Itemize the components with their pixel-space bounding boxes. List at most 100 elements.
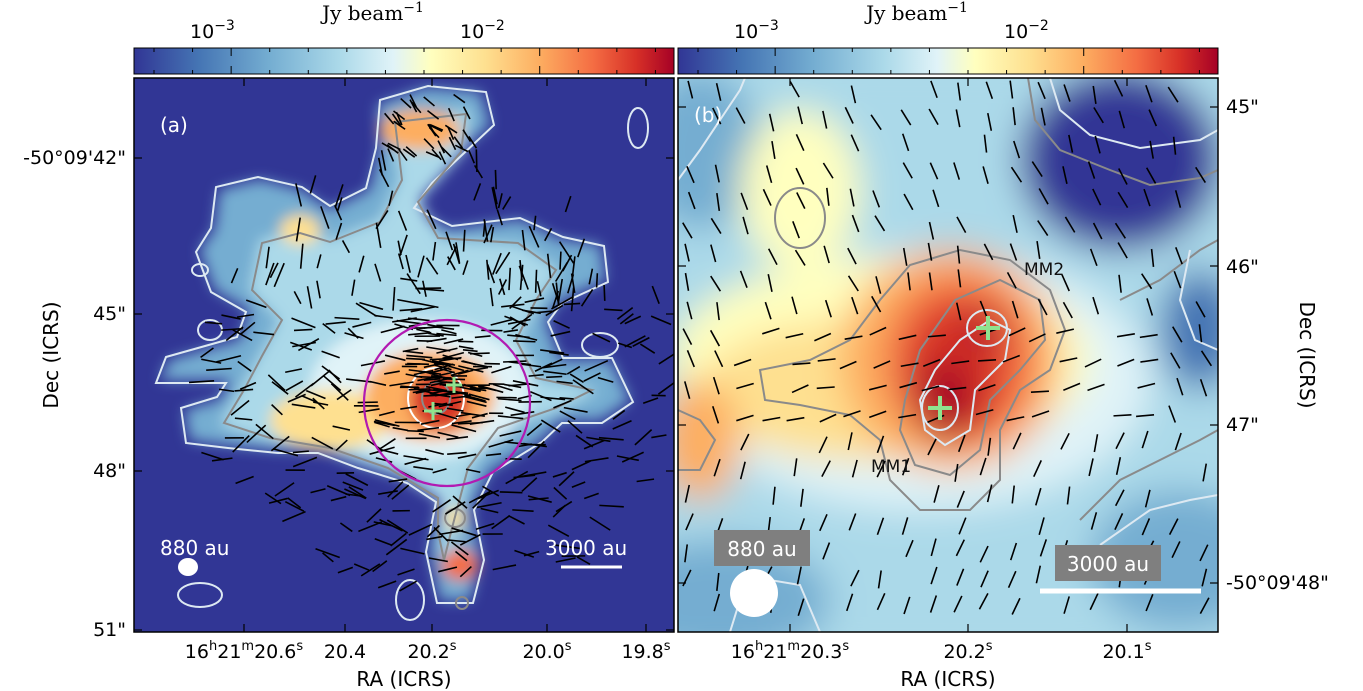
panel-b-xtick-1: 16h21m20.3s xyxy=(731,639,850,663)
polarization-vector xyxy=(201,451,224,461)
polarization-vector xyxy=(580,288,594,307)
polarization-vector xyxy=(420,419,440,425)
polarization-vector xyxy=(508,514,525,525)
polarization-vector xyxy=(390,532,407,547)
polarization-vector xyxy=(380,150,387,171)
polarization-vector xyxy=(873,360,891,369)
polarization-vector xyxy=(740,433,750,451)
polarization-vector xyxy=(301,395,317,403)
polarization-vector xyxy=(569,373,584,383)
polarization-vector xyxy=(1139,333,1158,339)
polarization-vector xyxy=(1195,166,1207,183)
polarization-vector xyxy=(851,296,859,315)
polarization-vector xyxy=(553,486,568,500)
polarization-vector xyxy=(384,370,400,375)
polarization-vector xyxy=(274,482,295,497)
polarization-vector xyxy=(388,190,394,207)
polarization-vector xyxy=(433,526,449,542)
polarization-vector xyxy=(328,369,342,384)
polarization-vector xyxy=(398,148,408,162)
polarization-vector xyxy=(1144,489,1151,508)
polarization-vector xyxy=(458,365,484,373)
polarization-vector xyxy=(771,140,776,160)
polarization-vector xyxy=(822,162,834,179)
polarization-vector xyxy=(405,146,418,157)
polarization-vector xyxy=(330,495,347,502)
polarization-vector xyxy=(576,556,591,565)
polarization-vector xyxy=(1063,596,1070,614)
polarization-vector xyxy=(440,146,452,158)
polarization-vector xyxy=(437,140,446,154)
polarization-vector xyxy=(428,557,448,563)
polarization-vector xyxy=(739,461,746,480)
polarization-vector xyxy=(476,501,502,509)
polarization-vector xyxy=(204,321,223,325)
polarization-vector xyxy=(232,329,253,342)
polarization-vector xyxy=(490,318,513,326)
polarization-vector xyxy=(844,106,854,124)
polarization-vector xyxy=(265,246,270,269)
polarization-vector xyxy=(400,547,425,555)
polarization-vector xyxy=(413,466,434,471)
polarization-vector xyxy=(459,386,481,393)
polarization-vector xyxy=(632,336,650,348)
polarization-vector xyxy=(332,425,351,431)
polarization-vector xyxy=(557,278,564,303)
polarization-vector xyxy=(956,216,967,234)
polarization-vector xyxy=(789,81,800,98)
polarization-vector xyxy=(316,280,321,299)
polarization-vector xyxy=(711,406,720,424)
panel-a: (a) 880 au 3000 au -50°09'42" 45" 48" 51… xyxy=(23,77,675,691)
polarization-vector xyxy=(453,136,464,149)
polarization-vector xyxy=(558,241,575,264)
polarization-vector xyxy=(871,295,882,313)
polarization-vector xyxy=(272,448,299,457)
polarization-vector xyxy=(435,411,458,420)
polarization-vector xyxy=(393,120,406,130)
polarization-vector xyxy=(489,287,494,307)
polarization-vector xyxy=(255,423,274,440)
polarization-vector xyxy=(533,215,537,231)
polarization-vector xyxy=(616,455,639,462)
polarization-vector xyxy=(523,550,540,557)
polarization-vector xyxy=(485,453,502,457)
polarization-vector xyxy=(1006,272,1017,289)
polarization-vector xyxy=(336,389,352,401)
polarization-vector xyxy=(369,446,395,455)
panel-a-beam-label: 880 au xyxy=(160,536,229,560)
polarization-vector xyxy=(253,331,275,336)
polarization-vector xyxy=(400,405,418,410)
polarization-vector xyxy=(1088,458,1094,477)
polarization-vector xyxy=(868,384,887,391)
polarization-vector xyxy=(322,323,336,334)
polarization-vector xyxy=(686,301,693,320)
polarization-vector xyxy=(526,422,543,437)
polarization-vector xyxy=(957,434,966,453)
polarization-vector xyxy=(1118,274,1122,293)
polarization-vector xyxy=(589,516,611,531)
polarization-vector xyxy=(345,493,363,498)
panel-b-ytick-4: -50°09'48" xyxy=(1226,572,1329,594)
polarization-vector xyxy=(437,431,459,439)
polarization-vector xyxy=(447,107,455,122)
polarization-vector xyxy=(408,369,435,374)
polarization-vector xyxy=(847,247,857,265)
polarization-vector xyxy=(344,332,364,340)
polarization-vector xyxy=(902,247,908,266)
polarization-vector xyxy=(372,560,388,573)
polarization-vector xyxy=(434,364,452,371)
polarization-vector xyxy=(980,570,989,588)
polarization-vector xyxy=(932,189,940,208)
polarization-vector xyxy=(402,148,416,158)
polarization-vector xyxy=(448,136,457,151)
polarization-vector xyxy=(347,327,359,339)
polarization-vector xyxy=(979,300,988,318)
polarization-vector xyxy=(432,499,451,513)
polarization-vector xyxy=(521,229,526,251)
polarization-vector xyxy=(851,214,860,233)
panel-b-ylabel: Dec (ICRS) xyxy=(1295,301,1319,408)
polarization-vector xyxy=(821,460,831,477)
polarization-vector xyxy=(1115,457,1122,475)
polarization-vector xyxy=(564,195,572,213)
